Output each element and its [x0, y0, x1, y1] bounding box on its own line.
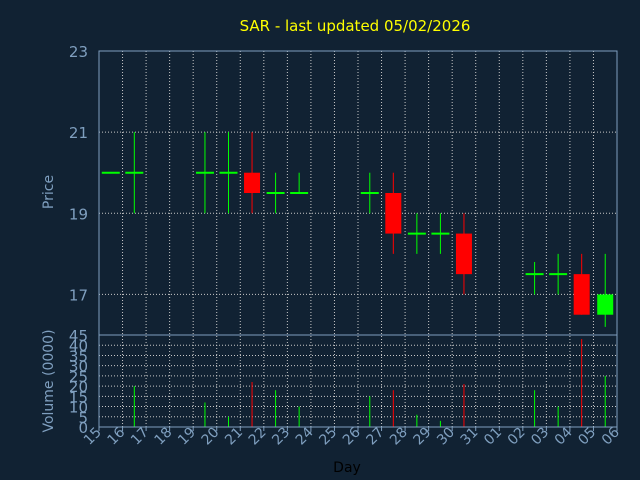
volume-tick-label: 0 [78, 419, 88, 437]
volume-tick-label: 25 [69, 368, 88, 386]
price-tick-label: 17 [69, 286, 88, 304]
candle-layer [101, 132, 614, 327]
frame-layer [98, 50, 618, 431]
volume-tick-label: 5 [78, 409, 88, 427]
volume-tick-label: 45 [69, 327, 88, 345]
volume-tick-label: 35 [69, 347, 88, 365]
grid-layer [99, 51, 617, 427]
price-tick-label: 23 [69, 43, 88, 61]
volume-tick-label: 10 [69, 399, 88, 417]
volume-tick-label: 20 [69, 378, 88, 396]
candle-body [573, 274, 590, 315]
volume-axis-label: Volume (0000) [41, 329, 57, 432]
y-axis-label: Price [41, 175, 57, 209]
volume-tick-label: 30 [69, 358, 88, 376]
candle-body [244, 172, 261, 193]
chart-title: SAR - last updated 05/02/2026 [240, 17, 471, 35]
candle-body [597, 294, 614, 315]
volume-layer [133, 339, 606, 427]
price-tick-label: 19 [69, 205, 88, 223]
x-axis-label: Day [333, 460, 361, 476]
candle-body [455, 233, 472, 275]
price-tick-label: 21 [69, 124, 88, 142]
volume-tick-label: 15 [69, 388, 88, 406]
candle-body [385, 193, 402, 234]
volume-tick-label: 40 [69, 337, 88, 355]
